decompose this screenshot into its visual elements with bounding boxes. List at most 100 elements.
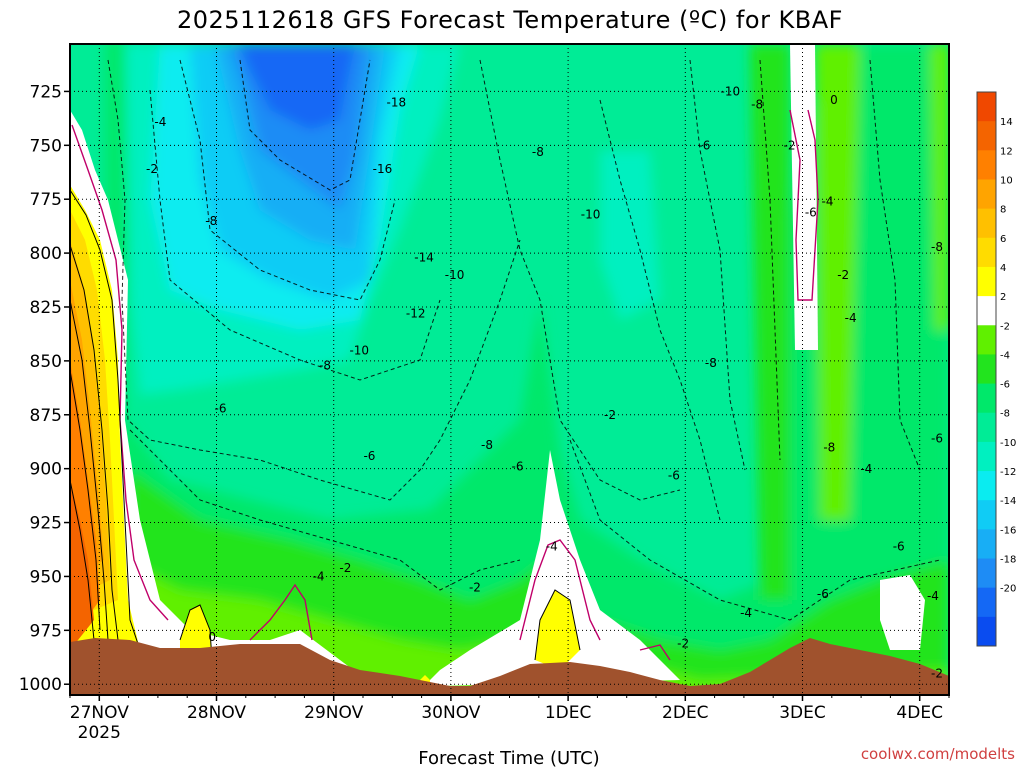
x-tick-label: 4DEC [896,703,943,723]
colorbar-swatch [977,325,996,355]
x-tick-sublabel: 2025 [78,723,121,743]
contour-label: -2 [146,162,158,176]
y-tick-label: 750 [30,136,62,156]
contour-label: -6 [817,587,829,601]
contour-label: -14 [414,251,434,265]
contour-labels: -18 -16 -14 -12 -10 -10 -8 -6 -6 -4 -2 -8 0 -4 -2 -2 -8 -… [146,85,943,681]
colorbar-swatch [977,150,996,180]
contour-label: 0 [208,630,216,644]
contour-label: -4 [860,462,872,476]
colorbar-swatch [977,179,996,210]
terrain-surface [70,638,949,695]
credit-link[interactable]: coolwx.com/modelts [861,745,1015,763]
colorbar-swatch [977,237,996,268]
colorbar-label: -10 [1000,438,1016,449]
colorbar-swatch [977,354,996,385]
contour-label: -6 [363,449,375,463]
x-tick-label: 27NOV [70,703,129,723]
y-tick-label: 800 [30,244,62,264]
contour-label: -8 [931,240,943,254]
y-tick-label: 775 [30,190,62,210]
y-tick-label: 975 [30,621,62,641]
colorbar: 14 12 10 8 6 4 2 -2 -4 -6 -8 -10 -12 -14 -16 -18 -20 [976,91,1016,647]
contour-label: -2 [339,561,351,575]
colorbar-label: -12 [1000,467,1016,478]
chart-title: 2025112618 GFS Forecast Temperature (ºC)… [177,6,843,34]
contour-label: -4 [546,539,558,553]
colorbar-swatch [977,266,996,297]
colorbar-swatch [977,412,996,443]
contour-label: -8 [319,358,331,372]
y-tick-label: 825 [30,298,62,318]
y-axis: 725 750 775 800 825 850 875 900 925 950 975 1000 [19,82,70,695]
contour-label: 0 [830,93,838,107]
contour-label: -4 [313,570,325,584]
x-tick-label: 3DEC [779,703,826,723]
contour-label: -16 [373,162,393,176]
contour-label: -12 [406,307,426,321]
x-tick-label: 2DEC [662,703,709,723]
contour-label: -6 [931,432,943,446]
colorbar-label: -20 [1000,584,1016,595]
contour-label: -8 [205,214,217,228]
colorbar-label: 14 [1000,117,1013,128]
contour-label: -10 [349,343,369,357]
colorbar-swatch [977,441,996,472]
contour-label: -2 [604,408,616,422]
y-tick-label: 725 [30,82,62,102]
colorbar-label: 6 [1000,234,1006,245]
colorbar-swatch [977,383,996,414]
contour-label: -2 [784,138,796,152]
contour-label: -6 [698,138,710,152]
colorbar-swatch [977,296,996,326]
y-tick-label: 875 [30,406,62,426]
colorbar-swatch [977,208,996,239]
colorbar-label: 4 [1000,263,1006,274]
colorbar-label: 10 [1000,175,1013,186]
contour-label: -4 [740,606,752,620]
colorbar-label: -8 [1000,409,1010,420]
colorbar-swatch [977,471,996,501]
contour-label: -6 [893,539,905,553]
colorbar-label: -4 [1000,350,1010,361]
contour-label: -4 [821,195,833,209]
contour-label: -10 [581,207,601,221]
colorbar-label: -6 [1000,380,1010,391]
colorbar-label: -2 [1000,321,1010,332]
colorbar-label: -16 [1000,525,1016,536]
contour-label: -8 [705,356,717,370]
contour-label: -4 [927,589,939,603]
contour-label: -4 [845,311,857,325]
y-tick-label: 1000 [19,675,62,695]
contour-label: -10 [721,85,741,99]
contour-label: -10 [445,268,465,282]
contour-label: -6 [215,401,227,415]
x-axis-label: Forecast Time (UTC) [418,748,599,768]
contour-label: -6 [668,468,680,482]
y-tick-label: 950 [30,567,62,587]
contour-label: -18 [386,95,406,109]
colorbar-label: 2 [1000,292,1006,303]
contour-label: -2 [931,667,943,681]
contour-label: -4 [154,115,166,129]
grid-lines [70,44,949,695]
contour-label: -6 [512,460,524,474]
y-tick-label: 900 [30,460,62,480]
x-tick-label: 1DEC [545,703,592,723]
colorbar-label: 12 [1000,146,1013,157]
colorbar-label: -18 [1000,555,1016,566]
colorbar-label: -14 [1000,496,1016,507]
colorbar-swatch [977,558,996,589]
colorbar-frame [976,91,997,647]
contour-label: -2 [469,580,481,594]
colorbar-label: 8 [1000,205,1006,216]
y-tick-label: 925 [30,514,62,534]
colorbar-swatch [977,500,996,530]
contour-label: -8 [532,145,544,159]
colorbar-swatch [977,121,996,151]
colorbar-swatch [977,529,996,560]
contour-label: -2 [677,636,689,650]
temperature-field [70,44,949,695]
